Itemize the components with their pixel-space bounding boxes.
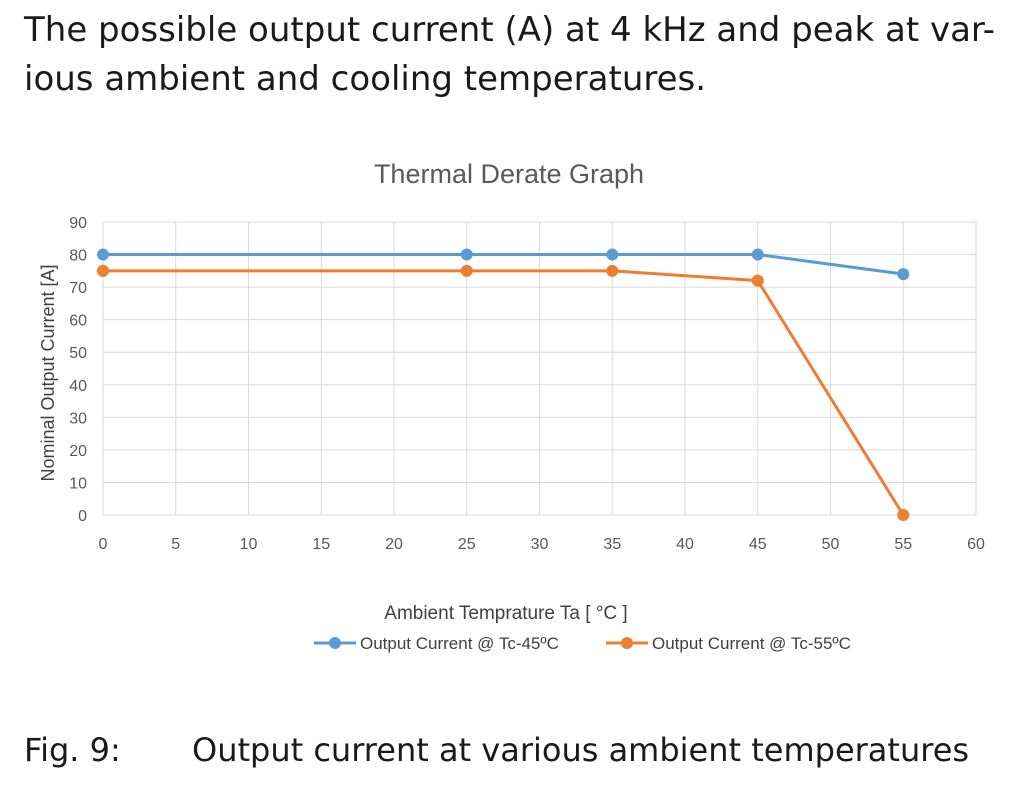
- legend-label: Output Current @ Tc-55ºC: [652, 634, 851, 653]
- x-tick-label: 50: [822, 536, 840, 553]
- chart-legend: Output Current @ Tc-45ºC Output Current @…: [314, 634, 851, 653]
- y-tick-label: 40: [69, 378, 87, 395]
- thermal-derate-chart: Thermal Derate Graph 0 5 10 15 20 25 30 35 40 45 5…: [38, 159, 985, 653]
- y-tick-label: 90: [69, 215, 87, 232]
- x-axis-title: Ambient Temprature Ta [ °C ]: [384, 603, 627, 624]
- x-tick-label: 20: [385, 536, 403, 553]
- data-point: [460, 248, 473, 261]
- data-point: [606, 264, 619, 277]
- x-axis-ticks: 0 5 10 15 20 25 30 35 40 45 50 55 60: [99, 536, 985, 553]
- x-tick-label: 55: [894, 536, 912, 553]
- x-tick-label: 45: [749, 536, 767, 553]
- x-tick-label: 60: [967, 536, 985, 553]
- y-tick-label: 0: [78, 508, 87, 525]
- y-tick-label: 70: [69, 280, 87, 297]
- y-tick-label: 10: [69, 475, 87, 492]
- data-point: [897, 268, 910, 281]
- figure-number: Fig. 9:: [24, 731, 121, 769]
- data-point: [751, 248, 764, 261]
- x-tick-label: 40: [676, 536, 694, 553]
- data-point: [97, 264, 109, 277]
- y-tick-label: 60: [69, 313, 87, 330]
- page-heading: The possible output current (A) at 4 kHz…: [24, 6, 1014, 104]
- x-tick-label: 0: [99, 536, 108, 553]
- x-tick-label: 10: [240, 536, 258, 553]
- x-tick-label: 30: [531, 536, 549, 553]
- heading-line-2: ious ambient and cooling temperatures.: [24, 59, 707, 99]
- chart-title: Thermal Derate Graph: [374, 159, 644, 189]
- data-point: [751, 274, 764, 287]
- y-tick-label: 30: [69, 410, 87, 427]
- y-axis-title: Nominal Output Current [A]: [38, 264, 58, 481]
- data-point: [897, 509, 910, 521]
- x-tick-label: 35: [603, 536, 621, 553]
- legend-label: Output Current @ Tc-45ºC: [360, 634, 559, 653]
- x-tick-label: 5: [171, 536, 180, 553]
- y-axis-ticks: 0 10 20 30 40 50 60 70 80 90: [69, 215, 87, 525]
- figure-caption-text: Output current at various ambient temper…: [192, 731, 970, 769]
- y-tick-label: 20: [69, 443, 87, 460]
- figure-caption: Fig. 9: Output current at various ambient…: [24, 728, 969, 772]
- data-point: [460, 264, 473, 277]
- x-tick-label: 25: [458, 536, 476, 553]
- x-tick-label: 15: [312, 536, 330, 553]
- series-line-2: [103, 269, 905, 516]
- data-point: [606, 248, 619, 261]
- heading-line-1: The possible output current (A) at 4 kHz…: [24, 10, 995, 50]
- chart-series: [97, 248, 910, 521]
- data-point: [97, 248, 109, 261]
- y-tick-label: 80: [69, 248, 87, 265]
- legend-swatch-marker: [621, 637, 633, 649]
- y-tick-label: 50: [69, 345, 87, 362]
- legend-swatch-marker: [329, 637, 341, 649]
